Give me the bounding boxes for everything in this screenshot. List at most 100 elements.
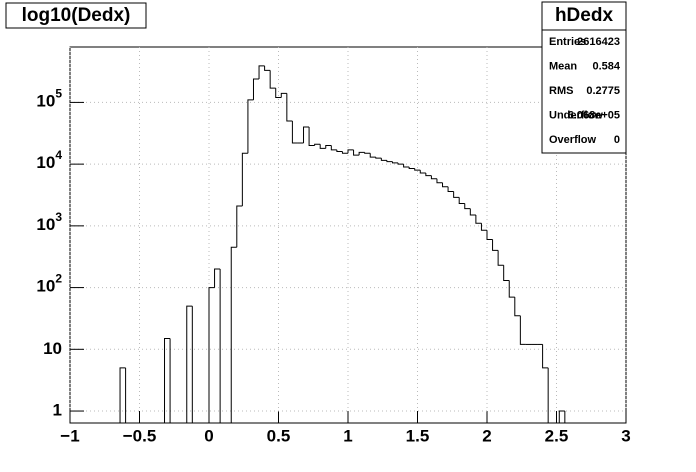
histogram-bin [447, 186, 454, 193]
stats-label: Mean [549, 60, 577, 72]
y-tick-exponent: 4 [55, 148, 62, 162]
histogram-bin [492, 239, 499, 251]
histogram-bin [480, 223, 487, 231]
histogram-bin [391, 161, 399, 164]
histogram-bin [191, 306, 198, 424]
histogram-bin [414, 168, 421, 171]
histogram-bin [408, 166, 415, 169]
title-box [5, 2, 147, 29]
stats-box [541, 1, 627, 154]
histogram-bin [241, 152, 248, 206]
histogram-bin [186, 305, 193, 423]
histogram-bin [542, 344, 549, 369]
y-tick-label: 104 [36, 148, 62, 172]
histogram-bin [264, 65, 271, 71]
x-tick-label: 1.5 [406, 426, 430, 445]
stats-value: 2616423 [577, 36, 620, 48]
histogram-bin [125, 367, 132, 424]
y-tick-exponent: 3 [55, 210, 62, 224]
histogram-bin [419, 170, 426, 174]
stats-title: hDedx [555, 5, 614, 26]
x-tick-label: 3 [621, 426, 630, 445]
x-tick-label: 0 [204, 426, 213, 445]
histogram-bin [230, 246, 237, 423]
histogram-bin [458, 197, 465, 205]
histogram-bin [208, 287, 215, 423]
histogram-bin [247, 99, 254, 154]
histogram-bin [425, 172, 432, 177]
histogram-bin [453, 191, 460, 198]
y-tick-base: 10 [36, 154, 55, 173]
histogram-bin [303, 126, 310, 143]
histogram-bin [403, 164, 410, 168]
y-tick-label: 105 [36, 87, 62, 111]
histogram-bin [469, 208, 476, 216]
histogram-bin [341, 151, 348, 154]
histogram-bin [547, 367, 554, 424]
histogram-bin [358, 151, 365, 156]
histogram-bin [464, 203, 471, 210]
histogram-bin [236, 205, 243, 248]
histogram-bin [319, 144, 326, 149]
histogram-bin [430, 175, 437, 180]
y-tick-exponent: 5 [55, 87, 62, 101]
histogram-bin [314, 143, 321, 146]
y-tick-label: 102 [36, 272, 62, 296]
y-tick-base: 10 [36, 92, 55, 111]
histogram-bin [336, 149, 343, 153]
histogram-bin [508, 280, 515, 298]
histogram-bin [308, 126, 315, 147]
histogram-bin [269, 70, 276, 89]
x-tick-label: 2.5 [545, 426, 569, 445]
stats-label: RMS [549, 85, 573, 97]
histogram-bin [252, 78, 260, 100]
histogram-bin [325, 145, 332, 149]
histogram-bin [397, 162, 404, 165]
histogram-bin [380, 158, 387, 161]
histogram-bin [514, 297, 521, 317]
y-tick-label: 1 [53, 401, 62, 420]
histogram-bin [558, 410, 565, 423]
histogram-bin [280, 92, 287, 98]
histogram-bin [275, 88, 282, 99]
histogram-bin [330, 145, 337, 151]
chart-title: log10(Dedx) [22, 5, 131, 26]
histogram-bin [475, 214, 482, 224]
histogram-bin [164, 337, 171, 423]
stats-label: Overflow [549, 134, 597, 146]
histogram-bin [219, 269, 226, 424]
stats-value: 0.2775 [586, 85, 620, 97]
x-tick-label: 1 [343, 426, 352, 445]
y-tick-label: 10 [43, 339, 62, 358]
histogram-bin [375, 157, 382, 159]
stats-value: 0 [614, 134, 620, 146]
y-tick-exponent: 2 [55, 272, 62, 286]
histogram-bin [169, 338, 176, 424]
histogram-bin [442, 182, 449, 188]
x-tick-label: 0.5 [267, 426, 291, 445]
y-tick-label: 103 [36, 210, 62, 234]
histogram-bin [364, 152, 371, 154]
histogram-bin [564, 411, 571, 424]
histogram-bin [503, 265, 510, 282]
histogram-bin [497, 250, 504, 266]
x-tick-label: −1 [60, 426, 79, 445]
x-tick-label: −0.5 [123, 426, 157, 445]
histogram-bin [519, 315, 526, 345]
histogram-bin [291, 120, 298, 144]
histogram-bin [286, 93, 293, 122]
histogram-bin [347, 149, 354, 154]
stats-label: Underflow [549, 109, 603, 121]
histogram-bin [214, 268, 221, 288]
histogram-bin [369, 153, 376, 158]
x-tick-label: 2 [482, 426, 491, 445]
histogram-bin [353, 149, 360, 156]
stats-value: 6.068e+05 [568, 109, 620, 121]
histogram-bin [258, 65, 265, 79]
y-tick-base: 10 [36, 215, 55, 234]
histogram-bin [119, 367, 126, 423]
histogram-bin [436, 178, 443, 184]
